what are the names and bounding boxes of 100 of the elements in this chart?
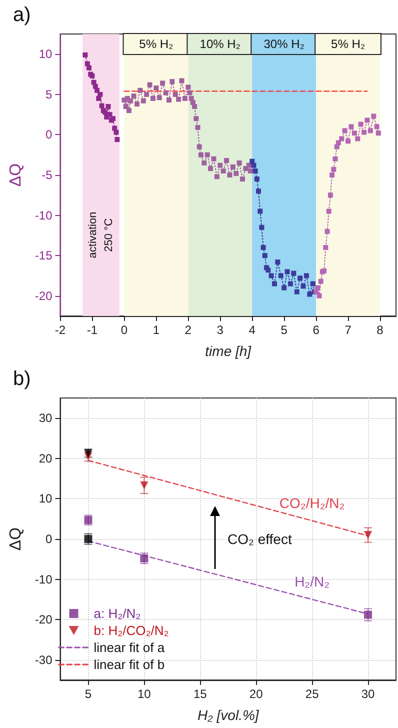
- x-tick-label: 8: [376, 323, 384, 337]
- point: [187, 90, 192, 96]
- point: [114, 137, 120, 142]
- point: [262, 253, 268, 258]
- point: [331, 166, 336, 172]
- point: [196, 144, 202, 150]
- point: [310, 281, 316, 286]
- band-label: 10% H₂: [200, 37, 241, 51]
- y-tick-label: 10: [38, 47, 53, 62]
- point: [291, 270, 296, 276]
- point: [272, 281, 277, 286]
- point: [284, 269, 290, 274]
- point: [352, 130, 357, 136]
- point: [248, 168, 254, 174]
- point: [298, 276, 303, 281]
- band-label: 30% H₂: [264, 37, 305, 51]
- y-tick-label: -5: [42, 168, 53, 182]
- chart-title: a): [13, 4, 31, 26]
- y-axis-title: ΔQ: [8, 527, 24, 551]
- x-tick-label: 7: [344, 323, 352, 337]
- point: [324, 228, 330, 234]
- point: [251, 162, 256, 168]
- point: [328, 192, 333, 198]
- x-tick-label: 6: [312, 323, 320, 337]
- x-tick-label: -1: [86, 323, 98, 337]
- point: [318, 278, 324, 284]
- x-tick-label: 3: [216, 323, 224, 337]
- x-tick-label: 30: [361, 687, 376, 701]
- point: [114, 130, 119, 135]
- point: [134, 102, 140, 107]
- chart-title: b): [13, 368, 31, 390]
- point: [144, 92, 150, 97]
- x-tick-label: 5: [280, 323, 288, 337]
- band-label: 5% H₂: [331, 37, 366, 51]
- point: [140, 98, 146, 104]
- point: [252, 168, 258, 174]
- y-tick-label: 5: [46, 87, 53, 102]
- point: [230, 164, 236, 170]
- x-tick-label: -2: [54, 323, 66, 337]
- point: [364, 610, 372, 619]
- point: [156, 95, 162, 100]
- x-tick-label: 1: [152, 323, 160, 337]
- point: [300, 284, 306, 289]
- point: [138, 88, 143, 93]
- point: [172, 92, 178, 97]
- y-tick-label: -20: [34, 612, 53, 627]
- y-tick-label: 0: [46, 532, 53, 546]
- y-tick-label: 20: [38, 451, 53, 466]
- point: [163, 90, 168, 96]
- point: [179, 78, 184, 84]
- point: [364, 118, 370, 123]
- point: [218, 162, 223, 168]
- point: [160, 80, 166, 86]
- point: [98, 92, 103, 97]
- band-label: 5% H₂: [139, 37, 174, 51]
- point: [371, 114, 376, 119]
- point: [214, 174, 220, 180]
- point: [358, 122, 364, 127]
- point: [204, 152, 210, 158]
- point: [86, 65, 92, 70]
- y-tick-label: -15: [34, 248, 53, 263]
- x-tick-label: 15: [193, 687, 208, 701]
- y-tick-label: 30: [38, 411, 53, 426]
- legend-label: b: H₂/CO₂/N₂: [94, 623, 169, 638]
- x-tick-label: 25: [305, 687, 320, 701]
- point: [374, 124, 380, 130]
- point: [268, 273, 274, 278]
- point: [84, 535, 92, 543]
- point: [294, 289, 300, 294]
- point: [282, 285, 287, 290]
- y-tick-label: -20: [34, 288, 53, 303]
- x-axis-title: H₂ [vol.%]: [197, 707, 260, 723]
- point: [368, 128, 373, 134]
- band-label: activation 250 °C: [87, 212, 116, 258]
- point: [362, 130, 367, 135]
- point: [355, 136, 360, 142]
- point: [307, 292, 312, 297]
- x-tick-label: 10: [138, 687, 152, 701]
- point: [236, 160, 242, 166]
- point: [99, 103, 104, 108]
- point: [227, 172, 232, 178]
- point: [150, 96, 156, 101]
- point: [234, 170, 239, 176]
- point: [123, 104, 128, 110]
- point: [107, 112, 112, 118]
- point: [259, 224, 264, 230]
- point: [147, 82, 152, 88]
- point: [348, 124, 354, 130]
- point: [192, 104, 198, 110]
- legend-label: a: H₂/N₂: [94, 606, 141, 621]
- point: [106, 104, 111, 110]
- point: [339, 136, 344, 142]
- point: [323, 245, 328, 250]
- point: [176, 96, 182, 102]
- point: [220, 168, 226, 174]
- point: [326, 208, 332, 214]
- point: [170, 79, 175, 84]
- point: [166, 98, 172, 103]
- legend-label: linear fit of b: [94, 657, 165, 672]
- point: [186, 84, 191, 90]
